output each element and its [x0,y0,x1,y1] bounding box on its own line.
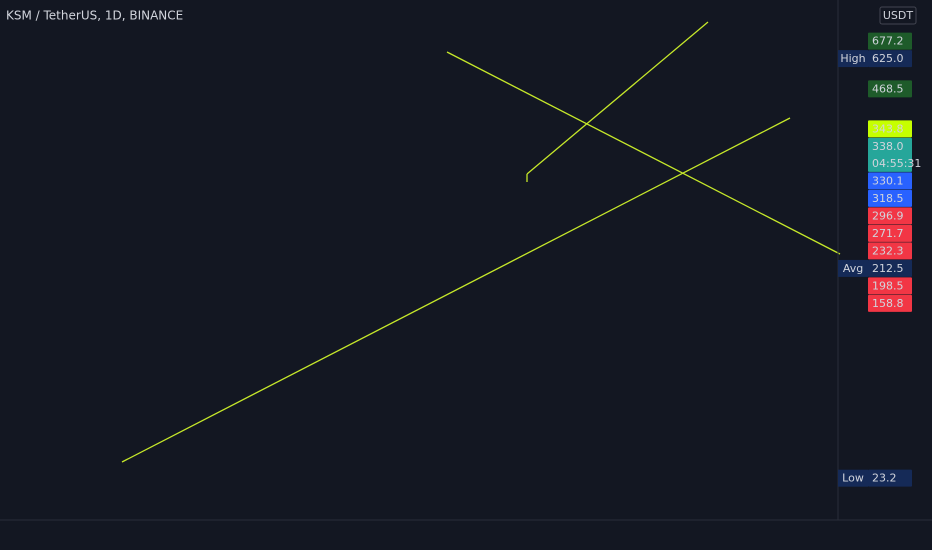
tag-box [868,294,912,312]
tag-box [868,207,912,225]
tag-box [868,50,912,68]
tag-box [868,120,912,138]
tag-box [868,224,912,242]
tag-value: 338.0 [872,140,904,153]
tag-value: 468.5 [872,82,904,95]
price-tag: 158.8 [868,294,912,312]
tag-name-box [838,259,868,277]
tag-value: 625.0 [872,52,904,65]
tag-value: 343.8 [872,122,904,135]
price-tag: 296.9 [868,207,912,225]
price-tag: 271.7 [868,224,912,242]
tag-name: High [840,52,865,65]
tag-box [868,259,912,277]
price-tag: Low 23.2 [838,469,912,487]
tag-value: 318.5 [872,192,904,205]
price-tag: 677.2 [868,32,912,50]
price-tag: 232.3 [868,242,912,260]
price-tags: 677.2 High 625.0 468.5 343.8 338.0 04:55:31 330… [838,32,921,487]
chart-title: KSM / TetherUS, 1D, BINANCE [6,9,183,23]
tag-box [868,242,912,260]
currency-box[interactable] [879,6,917,25]
tag-value: 296.9 [872,209,904,222]
tag-value: 212.5 [872,262,904,275]
trend-lines [121,21,841,463]
tag-name: Avg [843,262,863,275]
tag-box [868,137,912,172]
price-tag: 468.5 [868,80,912,98]
tag-value: 271.7 [872,227,904,240]
tag-box [868,189,912,207]
tag-box [868,80,912,98]
tag-box [868,172,912,190]
tag-value: 232.3 [872,244,904,257]
price-tag: 318.5 [868,189,912,207]
price-tag: Avg 212.5 [838,259,912,277]
trend-line [526,21,709,175]
tag-value: 198.5 [872,279,904,292]
tag-box [868,32,912,50]
tag-name: Low [842,472,864,485]
tag-name-box [838,50,868,68]
price-tag: 338.0 04:55:31 [868,137,921,172]
tag-countdown: 04:55:31 [872,157,921,170]
tag-value: 330.1 [872,174,904,187]
tag-box [868,469,912,487]
trend-line [446,51,841,255]
price-tag: 330.1 [868,172,912,190]
tag-name-box [838,469,868,487]
tag-value: 23.2 [872,472,897,485]
trend-line [121,117,791,463]
price-tag: 343.8 [868,120,912,138]
tag-box [868,277,912,295]
price-tag: High 625.0 [838,50,912,68]
price-tag: 198.5 [868,277,912,295]
currency[interactable]: USDT [883,9,914,22]
tag-value: 158.8 [872,297,904,310]
tag-value: 677.2 [872,35,904,48]
